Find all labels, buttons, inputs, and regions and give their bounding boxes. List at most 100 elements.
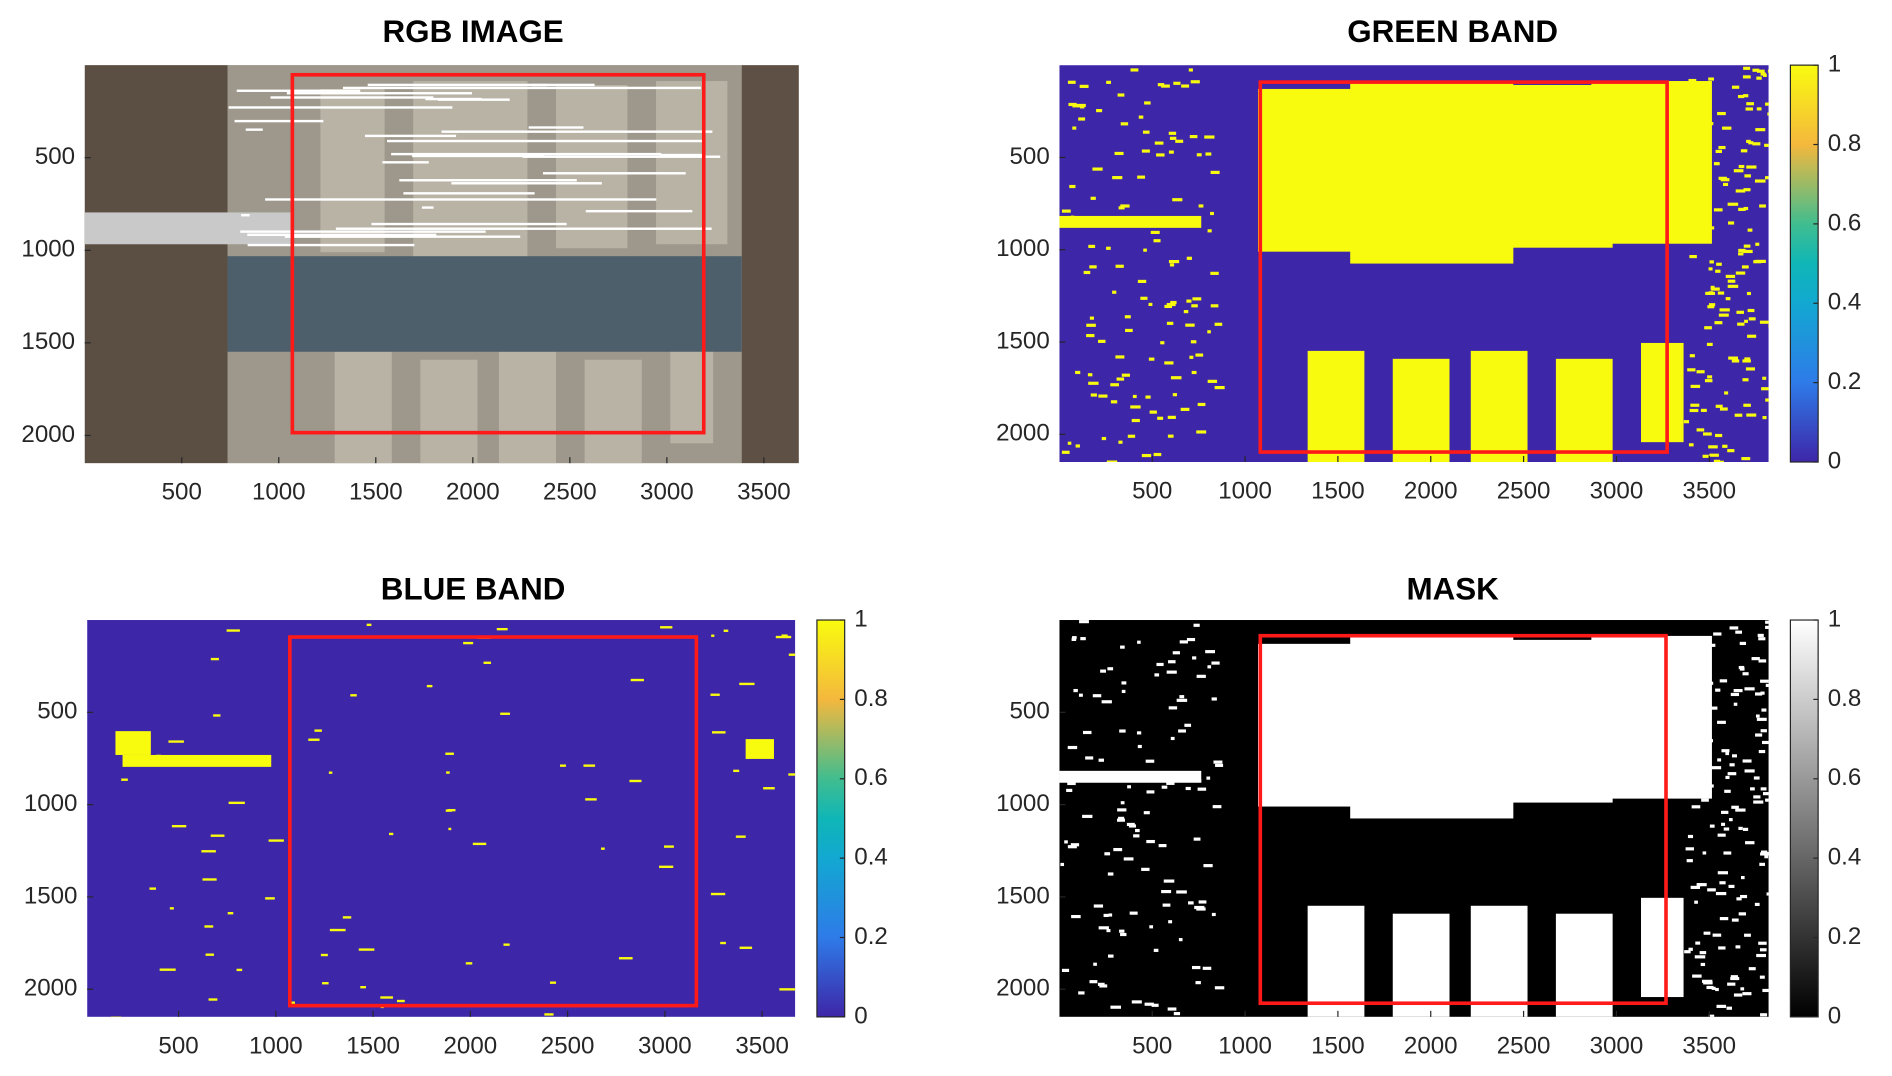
glint <box>247 233 437 237</box>
speck <box>1172 393 1178 397</box>
speck <box>1067 80 1076 84</box>
speck <box>1168 150 1174 154</box>
speck <box>1711 986 1716 990</box>
speck <box>1688 443 1694 447</box>
y-tick-label: 1000 <box>24 790 78 817</box>
y-tick-label: 1500 <box>996 882 1050 909</box>
speck <box>1754 179 1766 183</box>
speck <box>1711 766 1722 770</box>
colorbar-tick-label: 0.8 <box>1828 685 1862 712</box>
colorbar-tick-label: 0.8 <box>1828 130 1862 157</box>
speck <box>1149 925 1154 929</box>
speck <box>268 839 284 842</box>
light-patch <box>656 81 728 245</box>
speck <box>1143 248 1147 252</box>
speck <box>1733 169 1744 173</box>
speck <box>1708 1014 1715 1017</box>
speck <box>1118 206 1125 210</box>
speck <box>1106 928 1111 933</box>
image <box>1059 65 1769 463</box>
speck <box>1744 319 1748 323</box>
colorbar-tick-label: 0.2 <box>1828 923 1862 950</box>
speck <box>1133 834 1140 838</box>
bank-right <box>741 65 799 464</box>
speck <box>1164 304 1173 309</box>
speck <box>1754 902 1760 907</box>
speck <box>1705 291 1716 295</box>
speck <box>228 801 245 805</box>
speck <box>1191 304 1198 308</box>
speck <box>1148 302 1153 307</box>
speck <box>1211 661 1220 665</box>
speck <box>712 731 726 734</box>
speck <box>1708 445 1718 449</box>
speck <box>1731 918 1739 922</box>
speck <box>201 850 216 853</box>
speck <box>1738 826 1743 830</box>
speck <box>1715 149 1722 154</box>
speck <box>1744 357 1751 361</box>
speck <box>1755 242 1760 246</box>
speck <box>1737 94 1745 99</box>
speck <box>1092 167 1103 171</box>
speck <box>1146 790 1155 794</box>
speck <box>1120 801 1125 805</box>
speck <box>1175 139 1184 143</box>
speck <box>472 842 487 846</box>
speck <box>1195 981 1201 985</box>
speck <box>1141 149 1150 153</box>
speck <box>1738 252 1744 256</box>
speck <box>1765 798 1769 802</box>
speck <box>1689 354 1695 358</box>
speck <box>1720 178 1730 182</box>
speck <box>1123 857 1134 861</box>
speck <box>1723 182 1729 187</box>
speck <box>1683 420 1690 424</box>
speck <box>389 832 394 836</box>
speck <box>1117 818 1125 822</box>
speck <box>1744 174 1751 178</box>
speck <box>1144 1002 1154 1006</box>
speck <box>1192 297 1202 301</box>
speck <box>1736 897 1742 901</box>
bright-patch <box>1350 81 1514 264</box>
speck <box>1756 69 1765 73</box>
speck <box>1166 321 1174 325</box>
glint <box>399 179 577 182</box>
speck <box>1161 785 1168 789</box>
speck <box>1717 758 1722 762</box>
speck <box>1132 394 1137 399</box>
speck <box>1722 126 1732 130</box>
speck <box>1198 900 1207 904</box>
speck <box>1724 789 1731 793</box>
speck <box>1115 264 1124 268</box>
speck <box>1742 75 1751 79</box>
speck <box>1727 982 1736 986</box>
speck <box>1739 641 1747 646</box>
panel: RGB IMAGE 500 1000 1500 2000 2500 3000 3500 500 1… <box>21 14 799 506</box>
speck <box>629 779 642 783</box>
speck <box>380 996 394 999</box>
speck <box>1717 833 1726 837</box>
speck <box>1735 630 1742 634</box>
speck <box>1753 800 1764 804</box>
speck <box>308 738 320 741</box>
glint <box>441 130 713 133</box>
pipe <box>84 212 292 245</box>
speck <box>1761 387 1769 391</box>
speck <box>1756 107 1762 111</box>
speck <box>1098 339 1106 343</box>
speck <box>1694 955 1706 959</box>
x-tick-label: 500 <box>162 479 202 506</box>
speck <box>1701 798 1709 802</box>
speck <box>1758 941 1767 945</box>
speck <box>1160 341 1165 345</box>
speck <box>1088 381 1099 385</box>
speck <box>1742 827 1749 831</box>
chart-title: RGB IMAGE <box>383 14 564 49</box>
glint <box>371 222 567 226</box>
speck <box>210 834 225 837</box>
speck <box>1709 739 1714 743</box>
speck <box>788 773 796 776</box>
speck <box>236 968 243 972</box>
